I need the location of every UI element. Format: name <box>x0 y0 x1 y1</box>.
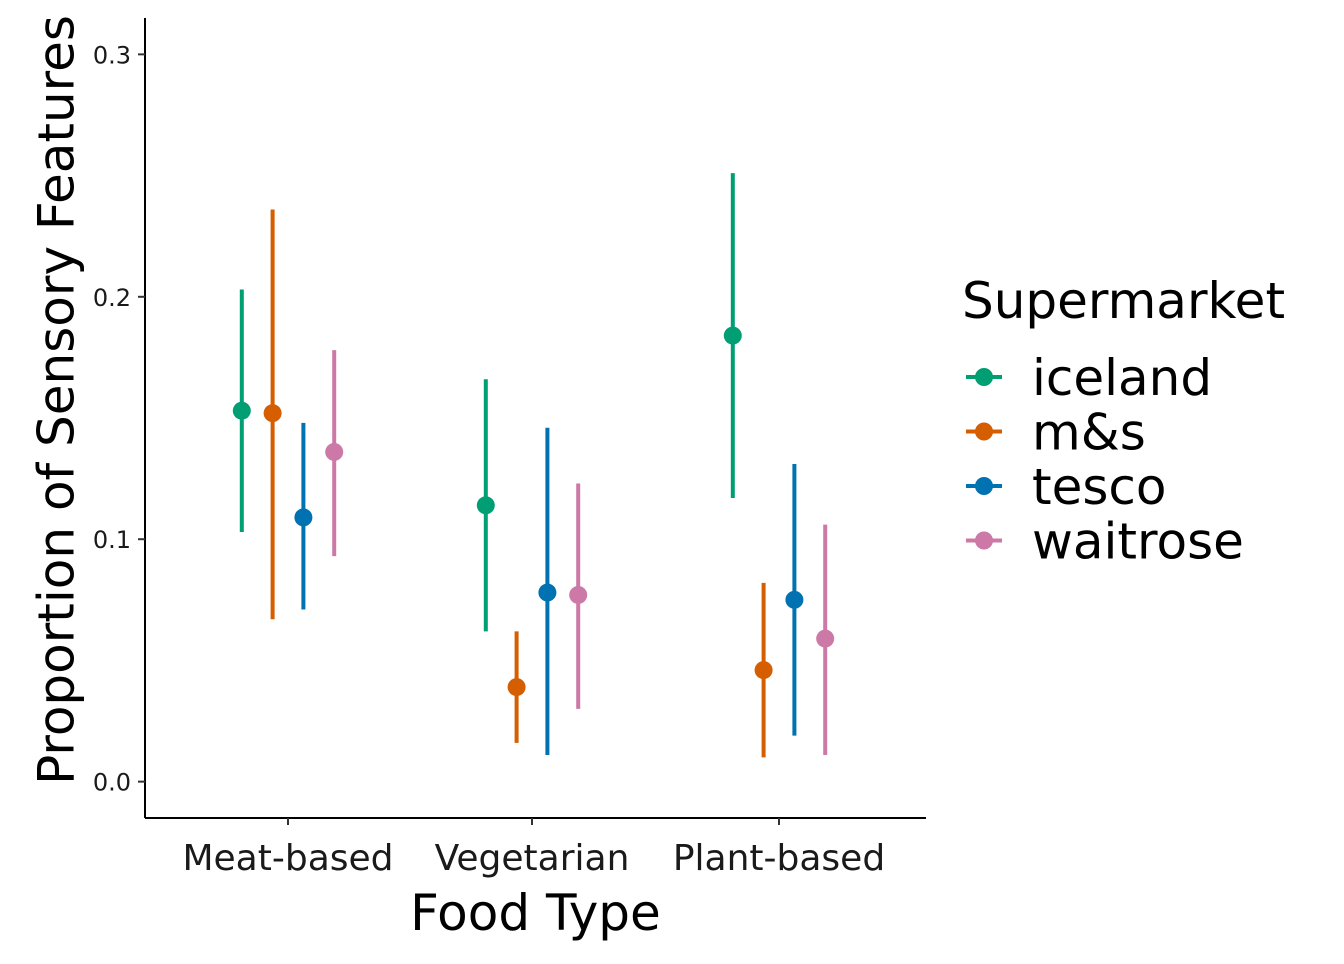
legend-label: iceland <box>1032 349 1212 407</box>
data-point <box>294 508 313 527</box>
data-point <box>263 404 282 423</box>
x-axis-title: Food Type <box>410 884 661 942</box>
y-axis-title: Proportion of Sensory Features <box>28 15 86 785</box>
axes: 0.0 0.1 0.2 0.3 Meat-based Vegetarian Plant-ba… <box>93 18 926 879</box>
data-point <box>476 496 495 515</box>
legend-title: Supermarket <box>962 272 1285 330</box>
y-tick-label: 0.3 <box>93 41 131 69</box>
data-point <box>538 583 557 602</box>
data-point <box>507 678 526 697</box>
y-tick-label: 0.1 <box>93 526 131 554</box>
x-tick-label: Vegetarian <box>435 838 630 879</box>
data-point <box>785 590 804 609</box>
data-point <box>325 442 344 461</box>
data-point <box>723 326 742 345</box>
data-point <box>569 585 588 604</box>
legend-key-point <box>975 422 993 441</box>
legend-key-point <box>975 477 993 495</box>
data-point <box>754 661 773 680</box>
legend-label: tesco <box>1032 458 1167 516</box>
y-tick-label: 0.0 <box>93 769 131 797</box>
data-point <box>816 629 835 648</box>
legend-label: m&s <box>1032 404 1146 462</box>
x-tick-label: Plant-based <box>673 838 885 879</box>
legend-key-point <box>975 531 993 550</box>
legend-key-point <box>975 368 993 386</box>
legend-label: waitrose <box>1032 513 1244 571</box>
x-tick-label: Meat-based <box>182 838 393 879</box>
plot-area <box>232 173 835 758</box>
y-tick-label: 0.2 <box>93 284 131 312</box>
data-point <box>232 401 251 420</box>
